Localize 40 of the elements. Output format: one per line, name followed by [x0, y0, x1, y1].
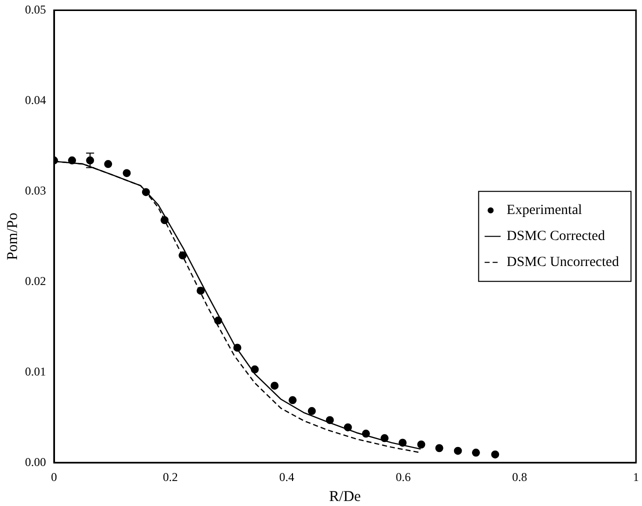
legend-label: DSMC Corrected [506, 229, 606, 244]
point [308, 407, 316, 416]
legend-label: Experimental [506, 203, 582, 218]
point [178, 251, 187, 260]
point [491, 450, 500, 458]
legend-label: DSMC Uncorrected [506, 255, 620, 270]
point [270, 382, 279, 390]
point [344, 423, 352, 432]
point [454, 446, 462, 455]
y-axis-title: Pom/Po [4, 212, 21, 260]
point [380, 434, 389, 442]
x-tick-label: 0.8 [512, 470, 528, 484]
point [435, 444, 444, 452]
x-tick-label: 0 [51, 470, 57, 484]
point [68, 156, 76, 164]
y-tick-label: 0.03 [25, 183, 46, 198]
x-tick-label: 1 [633, 470, 639, 484]
y-tick-label: 0.00 [25, 454, 46, 469]
x-axis-title: R/De [329, 488, 362, 505]
point [362, 430, 370, 438]
point [214, 316, 222, 325]
point [233, 344, 242, 352]
y-tick-label: 0.01 [25, 364, 46, 378]
point [142, 188, 150, 196]
point [417, 440, 426, 449]
point [288, 396, 297, 404]
point [472, 448, 480, 457]
point [398, 438, 407, 447]
x-tick-label: 0.6 [396, 470, 411, 484]
y-tick-label: 0.05 [25, 2, 46, 16]
point [160, 216, 169, 224]
point [196, 286, 205, 295]
x-tick-label: 0.2 [162, 470, 178, 484]
x-tick-label: 0.4 [279, 470, 294, 484]
point [122, 169, 131, 178]
y-tick-label: 0.04 [25, 92, 46, 107]
point [326, 416, 334, 424]
y-tick-label: 0.02 [25, 274, 46, 288]
point [104, 160, 112, 168]
point [250, 365, 259, 374]
